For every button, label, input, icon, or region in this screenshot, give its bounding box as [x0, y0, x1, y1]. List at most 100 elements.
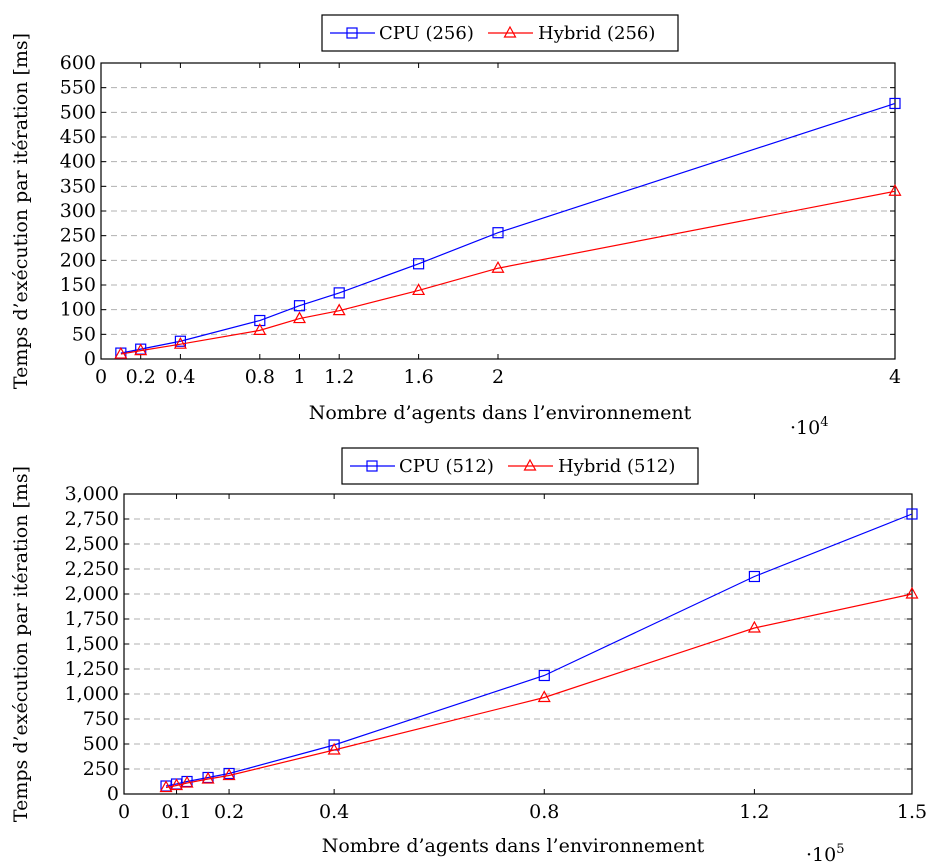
x-tick-label: 0.8 [245, 366, 275, 388]
series-hybrid-256 [114, 184, 902, 359]
y-tick-label: 2,500 [65, 533, 119, 555]
y-tick-label: 100 [60, 299, 96, 321]
y-tick-label: 550 [60, 77, 96, 99]
chart-bottom-x-ticks: 0 0.1 0.2 0.4 0.8 1.2 1.5 [118, 494, 927, 823]
chart-top-x-scale-base: ·10 [790, 417, 820, 439]
chart-top-series [114, 97, 902, 359]
legend-marker-square [346, 27, 358, 39]
data-point-hybrid-512 [159, 780, 173, 793]
y-tick-label: 2,750 [65, 508, 119, 530]
y-tick-label: 500 [83, 733, 119, 755]
data-point-cpu-512 [538, 669, 550, 682]
y-tick-label: 1,500 [65, 633, 119, 655]
x-tick-label: 2 [492, 366, 504, 388]
chart-bottom-y-ticks: 0 250 500 750 1,000 1,250 1,500 1,750 2,000 2,250… [65, 483, 912, 805]
legend-entry-hybrid-256: Hybrid (256) [488, 23, 655, 44]
x-tick-label: 0.2 [214, 801, 244, 823]
chart-bottom-x-scale-base: ·10 [806, 844, 836, 863]
chart-top-x-axis-label: Nombre d’agents dans l’environnement [309, 402, 692, 424]
chart-top-x-ticks: 0 0.2 0.4 0.8 1 1.2 1.6 2 4 [95, 63, 901, 388]
data-point-hybrid-256 [888, 184, 902, 196]
chart-bottom-y-axis-label: Temps d’exécution par itération [ms] [10, 466, 32, 822]
legend-marker-triangle [503, 25, 517, 38]
x-tick-label: 4 [889, 366, 901, 388]
data-point-cpu-512 [906, 508, 918, 520]
x-tick-label: 1.2 [739, 801, 769, 823]
y-tick-label: 150 [60, 274, 96, 296]
data-point-cpu-256 [174, 335, 186, 347]
y-tick-label: 1,750 [65, 608, 119, 630]
legend-entry-cpu-256: CPU (256) [330, 23, 474, 44]
data-point-hybrid-256 [491, 260, 505, 273]
data-point-cpu-512 [748, 570, 761, 583]
data-point-hybrid-512 [905, 586, 919, 599]
data-point-hybrid-256 [292, 311, 307, 324]
legend-label-cpu-256: CPU (256) [379, 23, 474, 44]
y-tick-label: 1,000 [65, 683, 119, 705]
y-tick-label: 2,250 [65, 558, 119, 580]
x-tick-label: 0.4 [165, 366, 195, 388]
data-point-hybrid-512 [170, 778, 184, 791]
y-tick-label: 200 [60, 249, 96, 271]
chart-bottom-x-scale-exponent: 5 [836, 842, 844, 857]
chart-top-x-scale-exponent: 4 [820, 415, 828, 430]
x-tick-label: 0 [118, 801, 130, 823]
x-tick-label: 1.6 [403, 366, 433, 388]
data-point-hybrid-256 [173, 336, 187, 349]
data-point-hybrid-256 [253, 323, 267, 335]
data-point-hybrid-512 [537, 690, 551, 703]
chart-top-legend: CPU (256) Hybrid (256) [321, 14, 679, 52]
data-point-hybrid-512 [747, 620, 761, 633]
x-tick-label: 0 [95, 366, 107, 388]
data-point-cpu-256 [413, 258, 425, 270]
y-tick-label: 350 [60, 175, 96, 197]
data-point-cpu-256 [333, 287, 345, 299]
y-tick-label: 300 [60, 200, 96, 222]
y-tick-label: 2,000 [65, 583, 119, 605]
legend-marker-triangle [523, 458, 537, 471]
series-line-hybrid-512 [165, 593, 913, 789]
y-tick-label: 450 [60, 126, 96, 148]
chart-top-y-axis-label: Temps d’exécution par itération [ms] [10, 33, 32, 389]
series-hybrid-512 [159, 586, 919, 793]
chart-bottom-x-axis-label: Nombre d’agents dans l’environnement [322, 835, 705, 857]
x-tick-label: 1.2 [324, 366, 354, 388]
series-line-cpu-256 [120, 102, 896, 354]
y-tick-label: 1,250 [65, 658, 119, 680]
legend-entry-hybrid-512: Hybrid (512) [508, 456, 675, 477]
legend-label-hybrid-512: Hybrid (512) [558, 456, 675, 477]
y-tick-label: 0 [107, 783, 119, 805]
y-tick-label: 500 [60, 101, 96, 123]
chart-top-gridlines [101, 87, 895, 335]
series-cpu-256 [115, 97, 901, 359]
data-point-hybrid-512 [327, 742, 341, 755]
y-tick-label: 750 [83, 708, 119, 730]
series-cpu-512 [160, 508, 918, 792]
series-line-cpu-512 [165, 513, 913, 787]
x-tick-label: 1.5 [897, 801, 927, 823]
legend-marker-square [366, 460, 378, 472]
data-point-hybrid-256 [114, 346, 128, 359]
chart-bottom-legend: CPU (512) Hybrid (512) [341, 447, 699, 485]
chart-top-x-scale-factor: ·104 [790, 415, 829, 439]
chart-bottom-x-scale-factor: ·105 [806, 842, 845, 863]
y-tick-label: 50 [72, 323, 96, 345]
series-line-hybrid-256 [120, 190, 896, 355]
data-point-hybrid-256 [332, 303, 346, 316]
x-tick-label: 0.8 [529, 801, 559, 823]
legend-label-hybrid-256: Hybrid (256) [538, 23, 655, 44]
y-tick-label: 400 [60, 151, 96, 173]
chart-bottom-series [159, 508, 919, 793]
y-tick-label: 250 [83, 758, 119, 780]
x-tick-label: 0.2 [126, 366, 156, 388]
legend-entry-cpu-512: CPU (512) [350, 456, 494, 477]
chart-bottom-legend-box [341, 447, 699, 485]
legend-label-cpu-512: CPU (512) [399, 456, 494, 477]
data-point-hybrid-512 [201, 771, 215, 784]
data-point-hybrid-256 [134, 343, 148, 356]
x-tick-label: 0.1 [161, 801, 191, 823]
data-point-cpu-256 [293, 300, 306, 312]
x-tick-label: 0.4 [319, 801, 349, 823]
